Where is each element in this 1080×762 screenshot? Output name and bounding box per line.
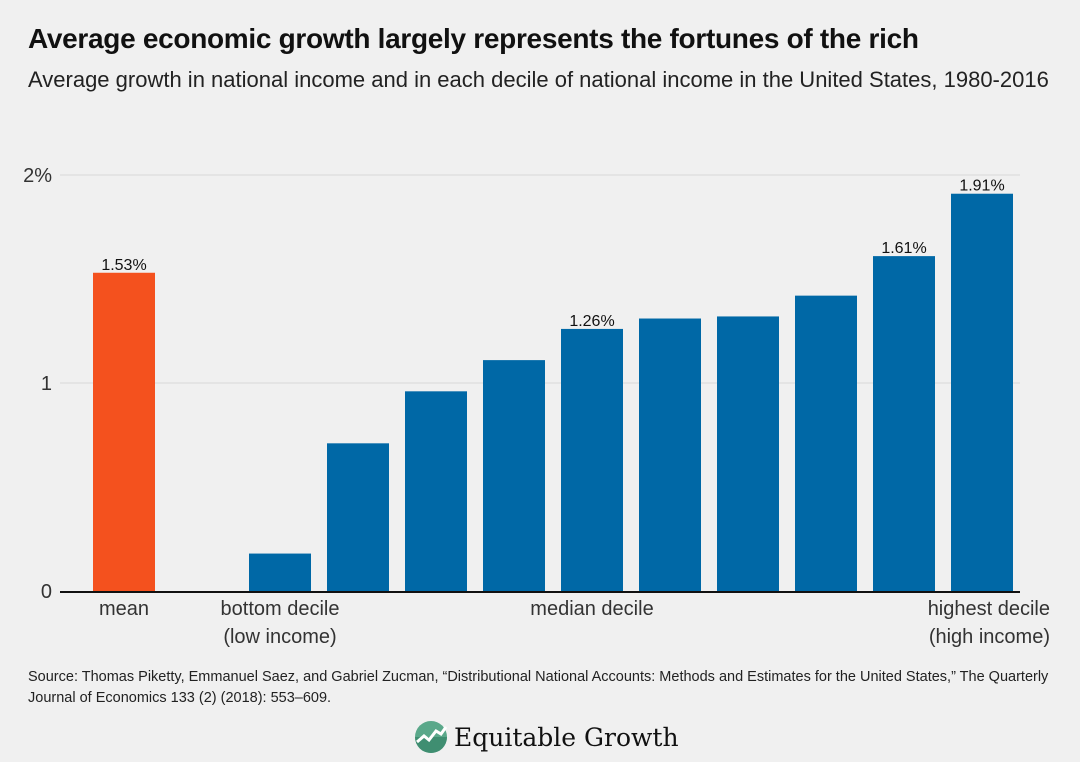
bar-decile — [483, 360, 545, 591]
source-note: Source: Thomas Piketty, Emmanuel Saez, a… — [28, 669, 1049, 706]
bar-decile — [405, 391, 467, 591]
y-tick-label: 1 — [41, 373, 52, 395]
bar-decile — [561, 328, 623, 591]
rising-line-circle-icon — [415, 721, 448, 753]
data-label: 1.26% — [569, 313, 614, 330]
bar-decile — [795, 295, 857, 591]
logo-text: Equitable Growth — [454, 722, 679, 752]
x-tick-label: (low income) — [223, 626, 336, 648]
bar-decile — [249, 553, 311, 591]
x-tick-label: median decile — [530, 598, 653, 620]
data-label: 1.91% — [959, 178, 1004, 195]
bar-decile — [951, 193, 1013, 591]
x-tick-label: (high income) — [929, 626, 1050, 648]
bar-mean — [93, 272, 155, 591]
equitable-growth-logo: Equitable Growth — [414, 720, 679, 754]
data-label: 1.53% — [101, 257, 146, 274]
x-tick-label: bottom decile — [221, 598, 340, 620]
y-tick-label: 0 — [41, 581, 52, 603]
bar-decile — [327, 443, 389, 591]
x-tick-label: highest decile — [928, 598, 1050, 620]
chart-title: Average economic growth largely represen… — [28, 23, 919, 54]
x-tick-label: mean — [99, 598, 149, 620]
y-tick-label: 2% — [23, 165, 52, 187]
bar-decile — [639, 318, 701, 591]
chart-subtitle: Average growth in national income and in… — [28, 67, 1049, 92]
bar-decile — [873, 256, 935, 591]
data-label: 1.61% — [881, 240, 926, 257]
bar-chart: 0 1 2% 1.53% 1.26% 1.61% 1.91% mean bottom decil… — [23, 165, 1050, 648]
bar-decile — [717, 316, 779, 591]
